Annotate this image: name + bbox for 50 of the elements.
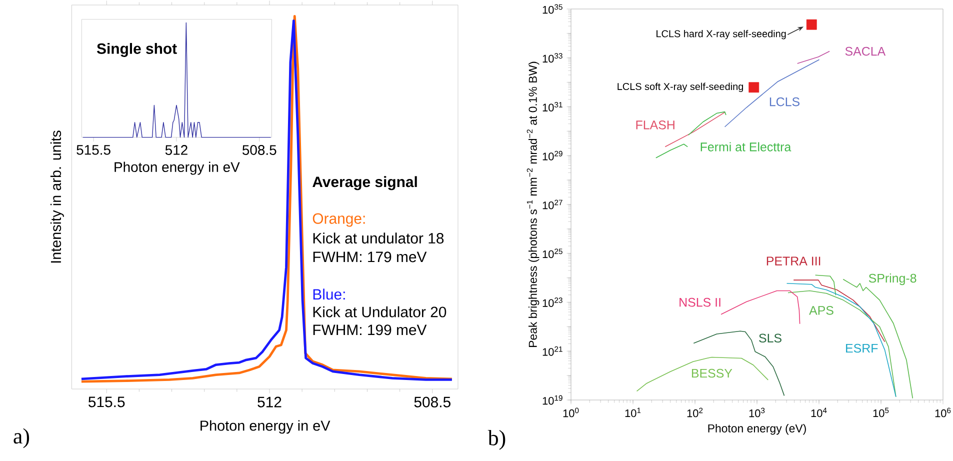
annotation: FWHM: 199 meV xyxy=(313,324,427,336)
y-tick-label: 10$^{29}$ xyxy=(542,150,562,160)
series-label: PETRA III xyxy=(766,256,820,266)
y-tick-label: 10$^{19}$ xyxy=(542,395,562,405)
series-label: FLASH xyxy=(636,120,674,130)
series-label: LCLS xyxy=(770,97,800,106)
series-label: APS xyxy=(809,306,834,315)
annotation: Average signal xyxy=(312,176,417,190)
x-tick-label: 508.5 xyxy=(414,396,450,408)
y-tick-label: 10$^{27}$ xyxy=(542,200,562,210)
y-tick-label: 10$^{31}$ xyxy=(542,102,562,112)
x-tick-label: 508.5 xyxy=(242,145,276,155)
series-label: Orange: xyxy=(312,213,365,227)
y-tick-label: 10$^{23}$ xyxy=(542,298,562,307)
text: b) xyxy=(488,430,506,450)
x-tick-label: 10$^{0}$ xyxy=(563,408,579,418)
x-tick-label: 10$^{4}$ xyxy=(811,408,827,418)
series-label: Blue: xyxy=(313,288,345,300)
series-label: NSLS II xyxy=(680,298,720,307)
text: a) xyxy=(14,428,30,448)
x-axis-title: Photon energy (eV) xyxy=(708,424,806,435)
x-tick-label: 515.5 xyxy=(76,145,110,155)
annotation: Kick at undulator 18 xyxy=(313,232,444,244)
x-tick-label: 512 xyxy=(258,396,282,408)
series-label: BESSY xyxy=(692,368,732,378)
x-tick-label: 10$^{5}$ xyxy=(873,408,889,418)
x-tick-label: 10$^{3}$ xyxy=(749,408,765,418)
annotation: FWHM: 179 meV xyxy=(313,252,427,262)
text: Single shot xyxy=(96,42,177,57)
x-axis-title: Photon energy in eV xyxy=(200,420,330,434)
x-tick-label: 10$^{1}$ xyxy=(625,408,641,418)
series-label: Fermi at Electtra xyxy=(700,142,792,152)
x-tick-label: 515.5 xyxy=(88,396,125,408)
y-tick-label: 10$^{25}$ xyxy=(542,248,562,258)
y-tick-label: 10$^{35}$ xyxy=(542,4,562,14)
y-tick-label: 10$^{33}$ xyxy=(542,53,562,63)
annotation: LCLS soft X-ray self-seeding xyxy=(618,82,744,92)
series-label: SLS xyxy=(759,334,782,343)
x-tick-label: 512 xyxy=(165,145,188,155)
annotation: Kick at Undulator 20 xyxy=(313,306,446,318)
y-axis-title: Intensity in arb. units xyxy=(50,130,64,263)
x-axis-title: Photon energy in eV xyxy=(114,162,240,175)
annotation: LCLS hard X-ray self-seeding xyxy=(656,30,786,40)
series-label: SACLA xyxy=(845,46,886,56)
series-label: ESRF xyxy=(846,344,878,353)
x-tick-label: 10$^{2}$ xyxy=(687,408,703,418)
series-label: SPring-8 xyxy=(868,273,916,286)
y-axis-title: Peak brightness (photons s$^{−1}$ mm$^{−2}$ mrad$^{−2}$ at 0.1% BW) xyxy=(526,62,540,347)
x-tick-label: 10$^{6}$ xyxy=(935,408,951,418)
y-tick-label: 10$^{21}$ xyxy=(542,346,562,356)
